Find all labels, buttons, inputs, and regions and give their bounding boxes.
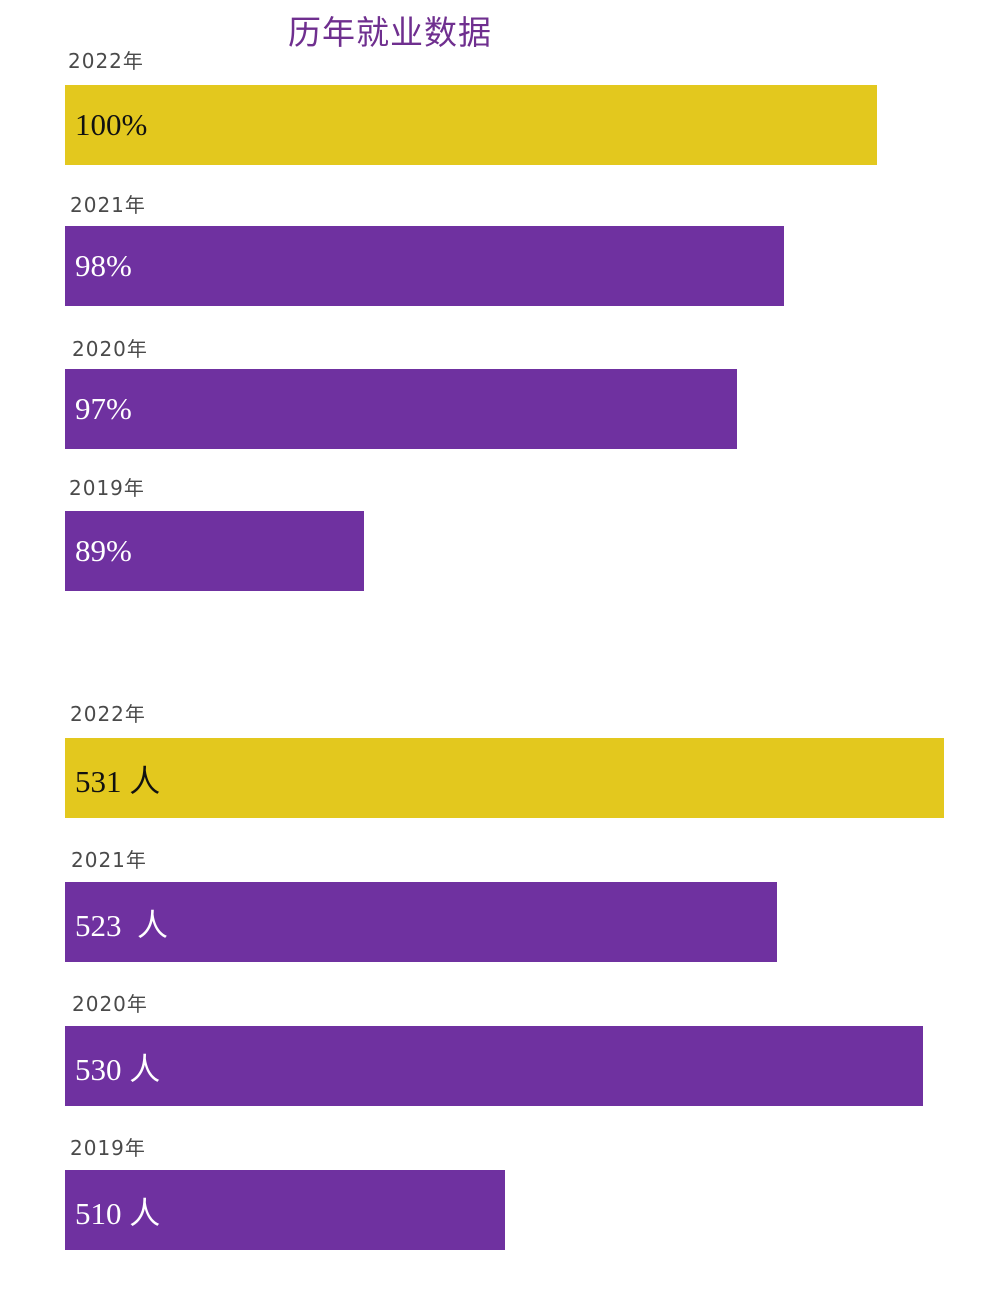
count-bar-value-label: 510 人 (75, 1195, 161, 1231)
count-bar: 510 人 (65, 1170, 505, 1250)
rate-bar: 97% (65, 369, 737, 449)
rate-year-label: 2021年 (70, 193, 146, 217)
count-bar-value-label: 523 人 (75, 907, 168, 943)
rate-bar: 100% (65, 85, 877, 165)
rate-year-label: 2019年 (69, 476, 145, 500)
rate-year-label: 2022年 (68, 49, 144, 73)
count-bar-value-label: 530 人 (75, 1051, 161, 1087)
count-year-label: 2021年 (71, 848, 147, 872)
rate-bar-value-label: 100% (75, 107, 148, 142)
rate-year-label: 2020年 (72, 337, 148, 361)
rate-bar: 98% (65, 226, 784, 306)
count-year-label: 2020年 (72, 992, 148, 1016)
rate-bar: 89% (65, 511, 364, 591)
rate-bar-value-label: 98% (75, 248, 132, 283)
rate-bar-value-label: 97% (75, 391, 132, 426)
count-bar: 530 人 (65, 1026, 924, 1106)
rate-bar-value-label: 89% (75, 533, 132, 568)
count-year-label: 2022年 (70, 702, 146, 726)
count-year-label: 2019年 (70, 1136, 146, 1160)
count-bar: 531 人 (65, 738, 944, 818)
count-bar: 523 人 (65, 882, 777, 962)
count-bar-value-label: 531 人 (75, 763, 161, 799)
chart-title: 历年就业数据 (288, 13, 492, 52)
